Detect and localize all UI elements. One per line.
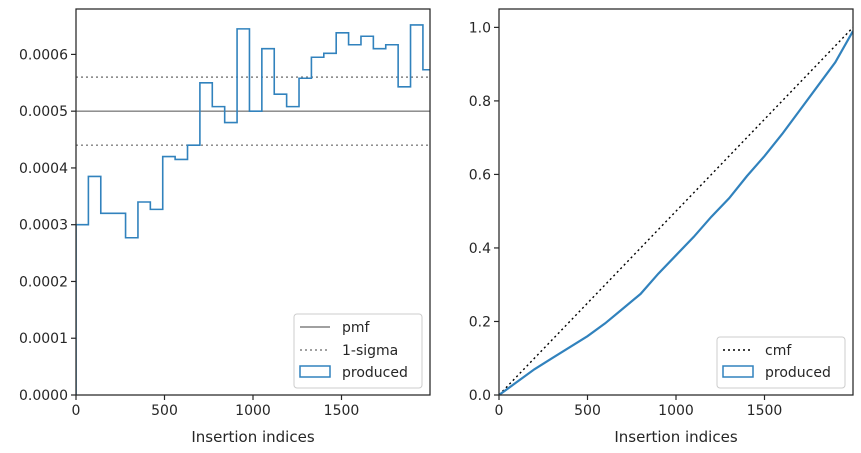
x-tick-label: 0 [495,403,504,419]
x-tick-label: 500 [151,403,178,419]
cumulative-x-ticks: 0 500 1000 1500 [495,395,783,419]
cumulative-y-ticks: 0.0 0.2 0.4 0.6 0.8 1.0 [469,20,499,404]
legend-pmf-label: pmf [342,320,371,336]
histogram-axes-frame [75,8,431,396]
x-tick-label: 1000 [658,403,694,419]
y-tick-label: 0.0006 [19,47,68,63]
cumulative-marks [499,26,853,395]
histogram-plot-area [76,24,430,395]
legend-cmf-label: cmf [765,343,792,359]
y-tick-label: 0.0002 [19,274,68,290]
x-tick-label: 1000 [235,403,271,419]
histogram-marks [76,24,430,395]
y-tick-label: 0.0000 [19,388,68,404]
x-tick-label: 500 [574,403,601,419]
legend-produced-label: produced [765,365,831,381]
histogram-panel: 0 500 1000 1500 0.00000.00010.00020.00030.0… [19,8,431,446]
produced-series-line [499,30,853,395]
y-tick-label: 0.0001 [19,331,68,347]
cumulative-legend: cmf produced [716,336,846,389]
y-tick-label: 0.2 [469,314,491,330]
histogram-y-ticks: 0.0000 0.0001 0.0002 0.0003 0.0004 0.0005 0.00… [19,47,76,404]
cumulative-x-axis-label: Insertion indices [614,428,737,446]
cmf-series-line [499,26,853,395]
x-tick-label: 0 [72,403,81,419]
y-tick-label: 0.0 [469,388,491,404]
y-tick-label: 0.4 [469,241,491,257]
histogram-legend-box [293,313,423,389]
cumulative-axes-frame [498,8,854,396]
y-tick-label: 0.0005 [19,104,68,120]
y-tick-label: 1.0 [469,20,491,36]
produced-histogram-step [76,24,430,395]
x-tick-label: 1500 [747,403,783,419]
legend-produced-swatch [299,365,331,378]
legend-1-sigma-label: 1-sigma [342,343,398,359]
y-tick-label: 0.0004 [19,161,68,177]
y-tick-label: 0.8 [469,94,491,110]
legend-produced-swatch [722,365,754,378]
x-tick-label: 1500 [324,403,360,419]
legend-produced-label: produced [342,365,408,381]
cumulative-plot-area [499,26,853,395]
histogram-x-ticks: 0 500 1000 1500 [72,395,360,419]
histogram-x-axis-label: Insertion indices [191,428,314,446]
histogram-legend: pmf 1-sigma produced [293,313,423,389]
cumulative-panel: 0 500 1000 1500 0.0 0.2 0.4 0.6 0.8 1.0 Insertio… [469,8,854,446]
y-tick-label: 0.0003 [19,218,68,234]
y-tick-label: 0.6 [469,167,491,183]
